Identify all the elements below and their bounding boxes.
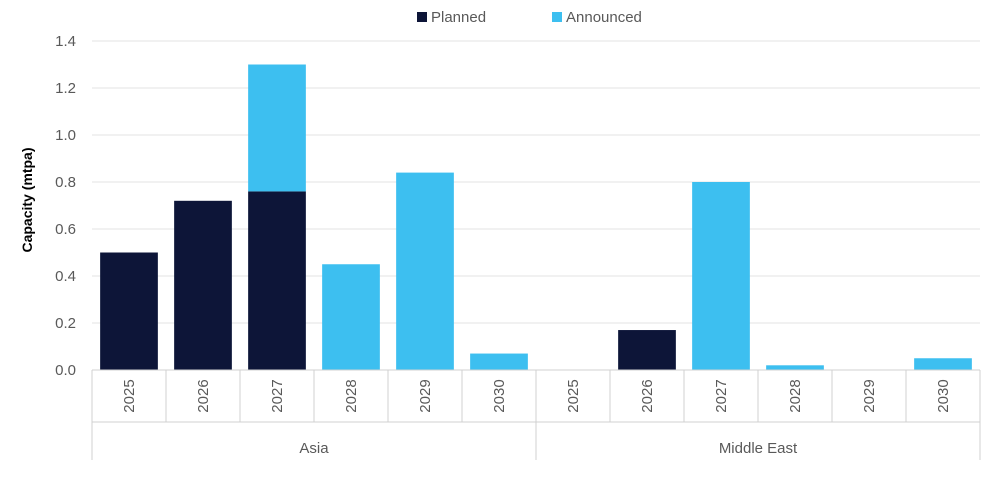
- y-tick-label: 0.2: [55, 315, 76, 332]
- y-tick-label: 1.4: [55, 33, 76, 50]
- x-tick-label: 2026: [639, 379, 656, 412]
- y-tick-label: 0.6: [55, 221, 76, 238]
- x-tick-label: 2029: [417, 379, 434, 412]
- x-tick-label: 2027: [713, 379, 730, 412]
- x-tick-label: 2028: [343, 379, 360, 412]
- bar-announced-asia-2029: [396, 172, 454, 370]
- bar-planned-asia-2027: [248, 191, 306, 370]
- x-tick-label: 2030: [491, 379, 508, 412]
- x-tick-label: 2025: [565, 379, 582, 412]
- bar-announced-asia-2030: [470, 353, 528, 370]
- x-tick-label: 2026: [195, 379, 212, 412]
- y-tick-label: 0.0: [55, 362, 76, 379]
- x-axis: 2025 2026 2027 2028 2029 2030 2025 2026 2027 2028…: [91, 369, 981, 460]
- bars: [100, 64, 972, 370]
- legend-label-announced: Announced: [566, 9, 642, 26]
- x-tick-label: 2030: [935, 379, 952, 412]
- bar-planned-asia-2025: [100, 252, 158, 370]
- x-tick-label: 2029: [861, 379, 878, 412]
- y-tick-label: 1.0: [55, 127, 76, 144]
- bar-announced-middle-east-2030: [914, 358, 972, 370]
- bar-announced-middle-east-2028: [766, 365, 824, 370]
- group-label: Asia: [299, 440, 329, 457]
- y-axis-ticks: 0.0 0.2 0.4 0.6 0.8 1.0 1.2 1.4: [55, 33, 76, 379]
- y-tick-label: 0.4: [55, 268, 76, 285]
- bar-announced-asia-2028: [322, 264, 380, 370]
- bar-announced-asia-2027: [248, 64, 306, 192]
- legend-swatch-planned: [417, 12, 427, 22]
- y-tick-label: 1.2: [55, 80, 76, 97]
- legend: Planned Announced: [417, 9, 642, 26]
- x-tick-label: 2027: [269, 379, 286, 412]
- y-axis-title: Capacity (mtpa): [19, 147, 35, 252]
- bar-planned-asia-2026: [174, 200, 232, 370]
- legend-swatch-announced: [552, 12, 562, 22]
- bar-planned-middle-east-2026: [618, 330, 676, 370]
- x-tick-label: 2025: [121, 379, 138, 412]
- gridlines: [92, 40, 980, 324]
- y-tick-label: 0.8: [55, 174, 76, 191]
- bar-announced-middle-east-2027: [692, 182, 750, 370]
- group-label: Middle East: [719, 440, 798, 457]
- x-tick-label: 2028: [787, 379, 804, 412]
- legend-label-planned: Planned: [431, 9, 486, 26]
